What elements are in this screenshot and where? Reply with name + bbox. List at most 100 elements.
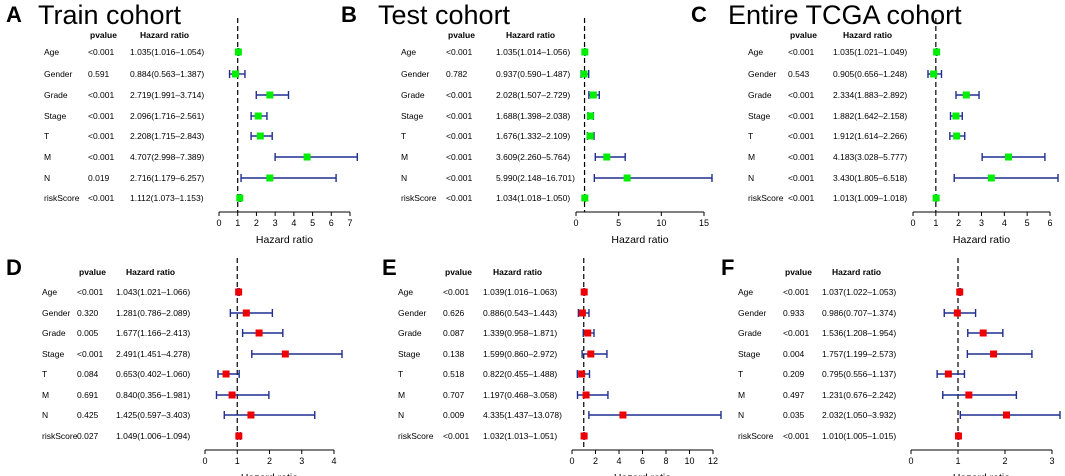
row-pvalue: <0.001 <box>446 193 473 203</box>
row-hazard-ratio: 0.905(0.656–1.248) <box>833 69 907 79</box>
row-hazard-ratio: 1.339(0.958–1.871) <box>483 328 557 338</box>
row-hazard-ratio: 1.039(1.016–1.063) <box>483 287 557 297</box>
row-hazard-ratio: 1.112(1.073–1.153) <box>130 193 204 203</box>
panel-letter: F <box>721 255 734 280</box>
row-label: Age <box>398 287 413 297</box>
row-hazard-ratio: 2.208(1.715–2.843) <box>130 131 204 141</box>
row-hazard-ratio: 0.795(0.556–1.137) <box>822 369 896 379</box>
hr-point-marker <box>954 432 962 440</box>
row-hazard-ratio: 1.035(1.016–1.054) <box>130 47 204 57</box>
hr-point-marker <box>228 391 236 399</box>
row-hazard-ratio: 2.028(1.507–2.729) <box>496 90 570 100</box>
hr-point-marker <box>578 370 586 378</box>
row-pvalue: <0.001 <box>88 152 115 162</box>
hr-point-marker <box>965 391 973 399</box>
row-hazard-ratio: 2.032(1.050–3.932) <box>822 410 896 420</box>
x-tick-label: 3 <box>299 456 304 466</box>
row-pvalue: <0.001 <box>788 47 815 57</box>
pvalue-header: pvalue <box>445 267 472 277</box>
row-label: T <box>42 369 47 379</box>
hr-point-marker <box>589 91 597 99</box>
x-axis-label: Hazard ratio <box>611 234 668 246</box>
row-label: Grade <box>738 328 762 338</box>
row-pvalue: 0.004 <box>783 349 805 359</box>
row-hazard-ratio: 0.840(0.356–1.981) <box>116 390 190 400</box>
x-tick-label: 5 <box>616 218 621 228</box>
row-label: riskScore <box>748 193 784 203</box>
hr-point-marker <box>222 370 230 378</box>
row-hazard-ratio: 2.334(1.883–2.892) <box>833 90 907 100</box>
hr-point-marker <box>254 112 262 120</box>
row-label: Gender <box>42 308 71 318</box>
x-tick-label: 1 <box>955 456 960 466</box>
row-pvalue: <0.001 <box>443 431 470 441</box>
row-hazard-ratio: 1.231(0.676–2.242) <box>822 390 896 400</box>
row-pvalue: 0.691 <box>77 390 99 400</box>
x-tick-label: 4 <box>616 456 621 466</box>
hr-point-marker <box>580 288 588 296</box>
x-axis-label: Hazard ratio <box>241 472 298 476</box>
x-tick-label: 6 <box>329 218 334 228</box>
row-hazard-ratio: 3.609(2.260–5.764) <box>496 152 570 162</box>
row-hazard-ratio: 0.986(0.707–1.374) <box>822 308 896 318</box>
x-tick-label: 1 <box>235 456 240 466</box>
row-hazard-ratio: 1.688(1.398–2.038) <box>496 111 570 121</box>
row-pvalue: <0.001 <box>446 90 473 100</box>
hr-point-marker <box>584 329 592 337</box>
row-label: Stage <box>401 111 423 121</box>
hr-point-marker <box>582 391 590 399</box>
row-hazard-ratio: 1.032(1.013–1.051) <box>483 431 557 441</box>
x-tick-label: 4 <box>1002 218 1007 228</box>
pvalue-header: pvalue <box>90 30 117 40</box>
x-axis-label: Hazard ratio <box>614 472 671 476</box>
x-tick-label: 1 <box>933 218 938 228</box>
hr-point-marker <box>303 153 311 161</box>
row-hazard-ratio: 1.599(0.860–2.972) <box>483 349 557 359</box>
row-pvalue: <0.001 <box>88 90 115 100</box>
row-pvalue: 0.009 <box>443 410 465 420</box>
hr-point-marker <box>586 132 594 140</box>
row-label: Grade <box>748 90 772 100</box>
row-hazard-ratio: 1.536(1.208–1.954) <box>822 328 896 338</box>
panel-title: Entire TCGA cohort <box>728 0 962 30</box>
hr-point-marker <box>623 174 631 182</box>
x-tick-label: 0 <box>216 218 221 228</box>
row-pvalue: <0.001 <box>443 287 470 297</box>
row-label: Gender <box>401 69 430 79</box>
row-pvalue: 0.035 <box>783 410 805 420</box>
row-label: Stage <box>398 349 420 359</box>
row-pvalue: <0.001 <box>446 111 473 121</box>
pvalue-header: pvalue <box>79 267 106 277</box>
x-tick-label: 0 <box>910 218 915 228</box>
x-tick-label: 3 <box>1049 456 1054 466</box>
row-pvalue: 0.425 <box>77 410 99 420</box>
row-label: N <box>42 410 48 420</box>
row-pvalue: <0.001 <box>783 287 810 297</box>
hr-point-marker <box>256 132 264 140</box>
row-hazard-ratio: 1.037(1.022–1.053) <box>822 287 896 297</box>
row-label: M <box>738 390 745 400</box>
row-pvalue: 0.933 <box>783 308 805 318</box>
row-label: M <box>44 152 51 162</box>
row-pvalue: <0.001 <box>88 193 115 203</box>
row-hazard-ratio: 1.197(0.468–3.058) <box>483 390 557 400</box>
hr-point-marker <box>962 91 970 99</box>
hazard-ratio-header: Hazard ratio <box>843 30 892 40</box>
x-axis-label: Hazard ratio <box>953 234 1010 246</box>
row-hazard-ratio: 0.886(0.543–1.443) <box>483 308 557 318</box>
row-hazard-ratio: 0.822(0.455–1.488) <box>483 369 557 379</box>
row-label: Age <box>401 47 416 57</box>
hr-point-marker <box>581 194 589 202</box>
hr-point-marker <box>587 350 595 358</box>
pvalue-header: pvalue <box>448 30 475 40</box>
row-hazard-ratio: 1.281(0.786–2.089) <box>116 308 190 318</box>
hr-point-marker <box>232 70 240 78</box>
row-label: Gender <box>398 308 427 318</box>
x-tick-label: 5 <box>1025 218 1030 228</box>
row-label: Age <box>44 47 59 57</box>
row-pvalue: 0.005 <box>77 328 99 338</box>
hr-point-marker <box>953 132 961 140</box>
hr-point-marker <box>236 194 244 202</box>
